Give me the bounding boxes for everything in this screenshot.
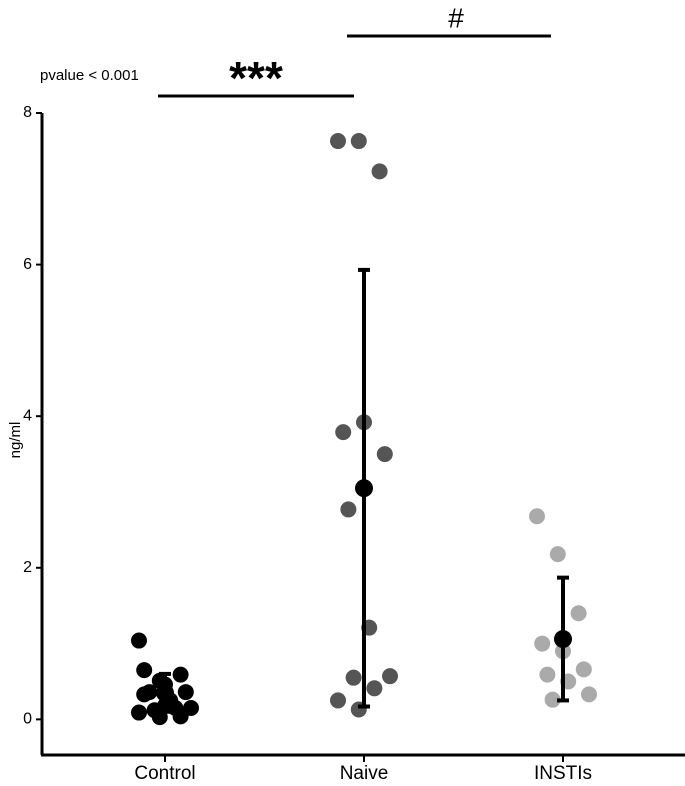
data-point	[345, 669, 362, 686]
data-point	[575, 661, 592, 678]
significance-mark: #	[448, 2, 464, 33]
mean-point	[156, 683, 174, 702]
data-point	[570, 605, 587, 622]
data-point	[177, 684, 194, 701]
y-tick-label: 8	[23, 104, 32, 121]
x-tick-label: INSTIs	[534, 763, 592, 784]
data-point	[549, 546, 566, 563]
y-tick-label: 6	[23, 256, 32, 273]
data-point	[371, 163, 388, 180]
data-point	[581, 686, 597, 703]
data-point	[544, 691, 561, 708]
data-point	[350, 133, 367, 150]
significance-mark: ***	[229, 52, 283, 104]
y-tick-label: 0	[23, 711, 32, 728]
data-point	[330, 692, 346, 709]
x-tick-label: Control	[134, 763, 195, 784]
x-tick-label: Naive	[340, 763, 389, 784]
data-point	[534, 635, 551, 652]
data-point	[529, 508, 545, 525]
y-tick-label: 2	[23, 559, 32, 576]
data-point	[136, 662, 153, 679]
data-point	[136, 686, 153, 703]
data-point	[131, 704, 147, 721]
p-value-note: pvalue < 0.001	[40, 67, 139, 84]
data-point	[335, 424, 352, 441]
data-point	[376, 446, 393, 463]
data-point	[539, 666, 556, 683]
data-point	[172, 708, 189, 725]
data-point	[330, 133, 346, 150]
y-axis-label: ng/ml	[7, 422, 24, 459]
y-tick-label: 4	[23, 407, 32, 424]
mean-point	[554, 630, 572, 649]
mean-point	[355, 479, 373, 498]
data-point	[366, 680, 383, 697]
data-point	[382, 668, 398, 685]
data-point	[131, 632, 147, 649]
data-point	[172, 666, 189, 683]
data-point	[340, 501, 357, 518]
